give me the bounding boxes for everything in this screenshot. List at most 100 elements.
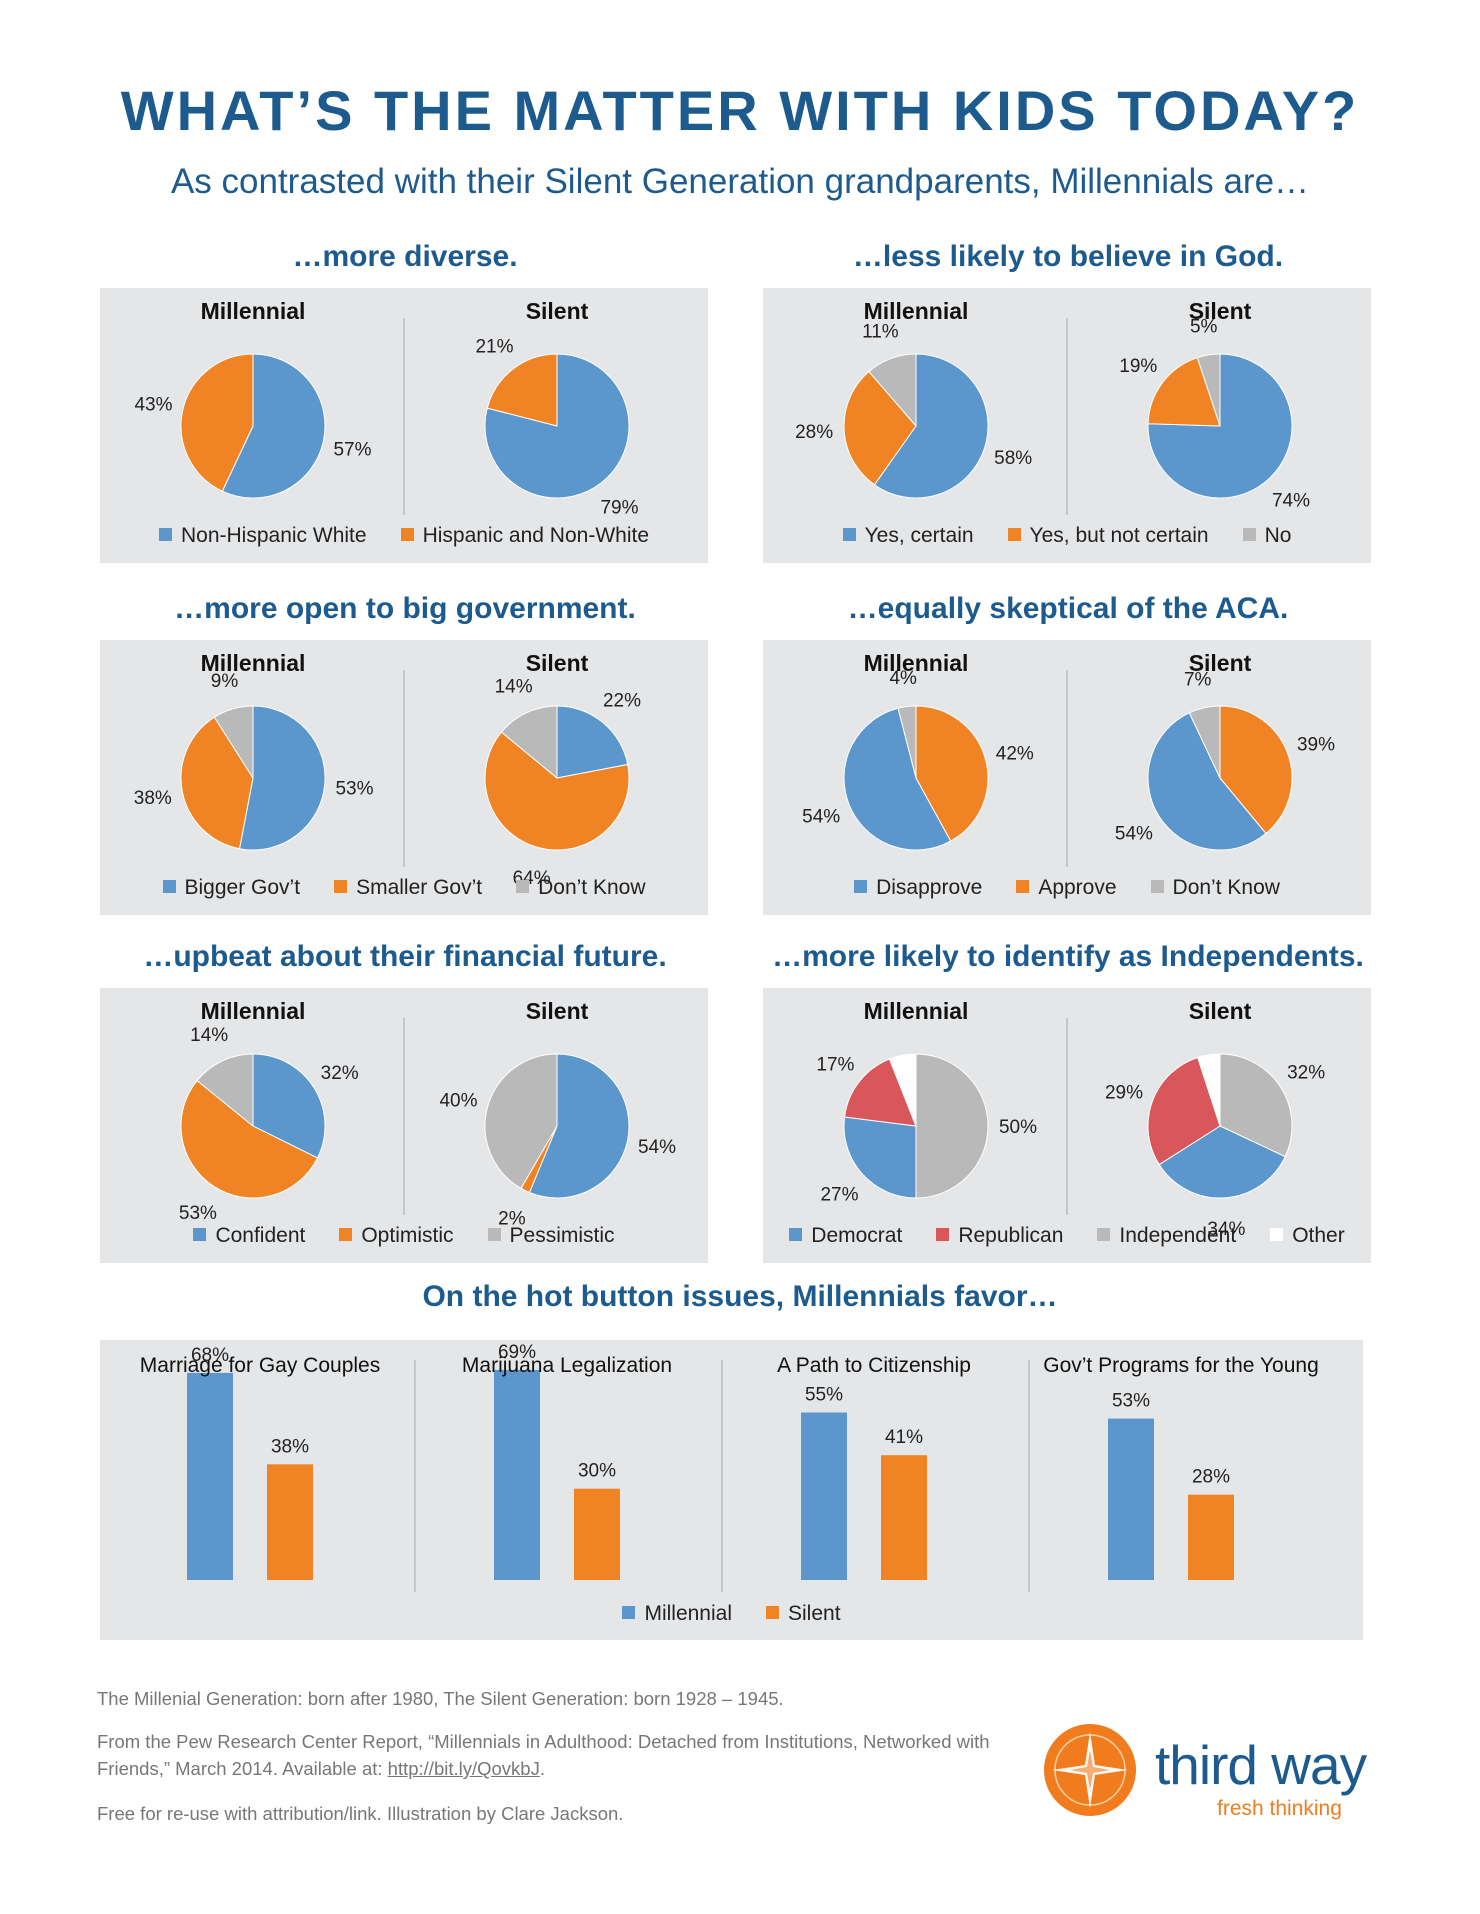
pie-slice-millennial-other	[888, 1053, 917, 1127]
pie-title-millennial: Millennial	[200, 998, 306, 1024]
pie-label-millennial-bigger-gov-t: 53%	[335, 779, 373, 800]
pie-slice-millennial-don-t-know	[897, 705, 917, 779]
pie-charts-1: 58% 28% 11% 74% 19% 5%	[795, 316, 1310, 511]
legend-label: Millennial	[644, 1602, 732, 1625]
legend-label: Optimistic	[361, 1224, 454, 1247]
legend-label: Smaller Gov’t	[356, 876, 483, 899]
pie-slice-silent-democrat	[1158, 1125, 1286, 1199]
pie-slice-silent-other	[1197, 1053, 1221, 1127]
pie-slice-silent-don-t-know	[500, 705, 558, 780]
legend-3: Disapprove Approve Don’t Know	[763, 876, 1371, 900]
pie-panel-1: 58% 28% 11% 74% 19% 5% Millennial Silent Yes, ce…	[763, 288, 1371, 563]
pie-label-millennial-non-hispanic-white: 57%	[333, 439, 371, 460]
pie-slice-millennial-confident	[252, 1053, 326, 1159]
legend-item-optimistic: Optimistic	[339, 1224, 454, 1248]
bar-silent-marijuana-legalization	[574, 1488, 620, 1580]
bar-label-silent-marriage-for-gay-couples: 38%	[271, 1436, 309, 1457]
panel-divider	[1066, 1018, 1068, 1215]
pie-label-millennial-yes-but-not-certain: 28%	[795, 422, 833, 443]
pie-slice-millennial-hispanic-and-non-white	[180, 353, 254, 492]
pie-label-silent-pessimistic: 40%	[439, 1091, 477, 1112]
pie-slice-millennial-bigger-gov-t	[238, 705, 326, 851]
legend-swatch	[162, 880, 176, 893]
legend-label: Yes, but not certain	[1029, 524, 1209, 547]
bar-legend: Millennial Silent	[100, 1602, 1363, 1626]
pie-slice-silent-yes-but-not-certain	[1147, 357, 1221, 427]
page-title: WHAT’S THE MATTER WITH KIDS TODAY?	[120, 79, 1360, 142]
pie-slice-millennial-republican	[844, 1058, 917, 1127]
pie-title-silent: Silent	[1188, 650, 1252, 676]
legend-item-no: No	[1242, 524, 1291, 548]
legend-swatch	[1097, 1228, 1111, 1241]
pie-label-silent-bigger-gov-t: 22%	[603, 690, 641, 711]
source-link[interactable]: http://bit.ly/QovkbJ	[387, 1758, 540, 1779]
pie-slice-millennial-pessimistic	[196, 1053, 254, 1128]
pie-label-silent-approve: 39%	[1297, 734, 1335, 755]
pie-title-silent: Silent	[525, 998, 589, 1024]
bar-millennial-a-path-to-citizenship	[801, 1412, 847, 1580]
pie-slice-millennial-independent	[915, 1053, 989, 1199]
legend-label: Democrat	[811, 1224, 903, 1247]
footnote-generations: The Millenial Generation: born after 198…	[97, 1688, 784, 1709]
pie-charts-2: 53%38%9%22%64%14%	[134, 671, 641, 889]
pie-slice-silent-pessimistic	[484, 1053, 558, 1190]
pie-slice-silent-don-t-know	[1188, 705, 1221, 779]
pie-label-millennial-approve: 42%	[996, 744, 1034, 765]
legend-1: Yes, certain Yes, but not certain No	[763, 524, 1371, 548]
legend-label: Approve	[1038, 876, 1117, 899]
bar-silent-marriage-for-gay-couples	[267, 1464, 313, 1580]
legend-label: Disapprove	[876, 876, 983, 899]
pie-label-silent-democrat: 34%	[1207, 1219, 1245, 1240]
pie-label-millennial-don-t-know: 4%	[889, 668, 917, 689]
pie-label-silent-optimistic: 2%	[498, 1209, 526, 1230]
legend-item-disapprove: Disapprove	[854, 876, 982, 900]
pie-title-silent: Silent	[525, 298, 589, 324]
legend-item-democrat: Democrat	[789, 1224, 902, 1248]
pie-charts-4: 32% 53% 14% 54% 2% 40%	[179, 1025, 676, 1230]
legend-label: Silent	[788, 1602, 841, 1625]
pie-title-silent: Silent	[1188, 998, 1252, 1024]
pie-label-silent-independent: 32%	[1287, 1062, 1325, 1083]
pie-panel-2: 53% 38% 9% 22% 64% 14% Millennial Silent Bigger …	[100, 640, 708, 915]
section-heading-2: …more open to big government.	[174, 592, 636, 625]
panel-divider	[403, 318, 405, 515]
pie-slice-silent-bigger-gov-t	[556, 705, 629, 779]
legend-item-pessimistic: Pessimistic	[487, 1224, 615, 1248]
legend-item-smaller-gov-t: Smaller Gov’t	[334, 876, 482, 900]
legend-swatch	[193, 1228, 207, 1241]
section-heading-5: …more likely to identify as Independents…	[772, 940, 1364, 973]
pie-label-silent-yes-but-not-certain: 19%	[1119, 356, 1157, 377]
pie-label-silent-no: 5%	[1190, 316, 1218, 337]
bar-chart: 68% 38% 69% 30% 55% 41% 53% 28%	[187, 1342, 1234, 1592]
section-heading-3: …equally skeptical of the ACA.	[847, 592, 1289, 625]
panel-divider	[403, 1018, 405, 1215]
pie-slice-silent-independent	[1219, 1053, 1293, 1158]
pie-charts-5: 50% 27% 17% 32% 34% 29%	[816, 1053, 1325, 1240]
pie-slice-millennial-approve	[915, 705, 989, 842]
legend-label: Hispanic and Non-White	[422, 524, 649, 547]
section-heading-0: …more diverse.	[292, 240, 518, 273]
bar-label-millennial-gov-t-programs-for-the-young: 53%	[1112, 1391, 1150, 1412]
pie-label-millennial-optimistic: 53%	[179, 1203, 217, 1224]
pie-label-silent-hispanic-and-non-white: 21%	[475, 336, 513, 357]
legend-item-hispanic-and-non-white: Hispanic and Non-White	[400, 524, 649, 548]
pie-slice-millennial-don-t-know	[213, 705, 254, 780]
legend-item-confident: Confident	[193, 1224, 305, 1248]
pie-slice-millennial-yes-but-not-certain	[843, 370, 917, 486]
bar-title-marriage-for-gay-couples: Marriage for Gay Couples	[139, 1354, 381, 1377]
pie-label-millennial-no: 11%	[862, 321, 899, 342]
panel-divider	[403, 670, 405, 867]
bar-label-silent-marijuana-legalization: 30%	[578, 1461, 616, 1482]
pie-panel-5: 50% 27% 17% 32% 34% 29% Millennial Silent Democr…	[763, 988, 1371, 1263]
legend-swatch	[334, 880, 348, 893]
legend-item-other: Other	[1270, 1224, 1345, 1248]
legend-swatch	[158, 528, 172, 541]
pie-title-millennial: Millennial	[863, 298, 969, 324]
legend-swatch	[516, 880, 530, 893]
pie-charts-3: 42% 54% 4% 39% 54% 7%	[802, 668, 1335, 851]
pie-label-silent-disapprove: 54%	[1115, 824, 1153, 845]
pie-title-millennial: Millennial	[863, 650, 969, 676]
legend-swatch	[400, 528, 414, 541]
legend-swatch	[854, 880, 868, 893]
pie-slice-silent-hispanic-and-non-white	[486, 353, 558, 427]
